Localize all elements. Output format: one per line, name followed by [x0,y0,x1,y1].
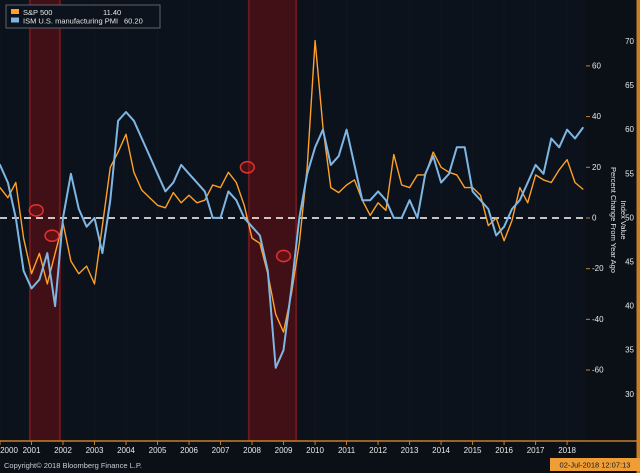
legend-value-sp500: 11.40 [103,8,121,17]
recession-bands-layer [28,0,298,441]
percent-tick-label: 60 [592,61,601,70]
recession-band [29,0,60,441]
percent-axis-ticks: 60 40 20 0 -20 -40 -60 [586,61,604,375]
index-tick-label: 55 [625,169,634,178]
index-tick-label: 45 [625,257,634,266]
legend-swatch-ism [11,17,19,23]
legend-swatch-sp500 [11,9,19,14]
percent-tick-label: 20 [592,163,601,172]
x-tick-label: 2006 [180,446,198,455]
percent-tick-label: 40 [592,112,601,121]
index-tick-label: 50 [625,213,634,222]
x-tick-label: 2000 [0,446,18,455]
x-tick-label: 2008 [243,446,261,455]
x-tick-label: 2003 [86,446,104,455]
legend-item-sp500[interactable]: S&P 500 11.40 [11,8,121,17]
recession-band [248,0,297,441]
x-tick-label: 2005 [149,446,167,455]
index-tick-label: 40 [625,302,634,311]
right-axis-index-title: Index Value [619,200,628,239]
x-tick-label: 2015 [464,446,482,455]
x-tick-label: 2009 [275,446,293,455]
legend: S&P 500 11.40 ISM U.S. manufacturing PMI… [5,4,161,29]
percent-tick-label: -60 [592,366,604,375]
index-tick-label: 70 [625,37,634,46]
annotation-ellipse [239,160,255,174]
x-tick-label: 2016 [495,446,513,455]
series-ism-pmi [0,111,584,369]
percent-tick-label: -40 [592,315,604,324]
x-tick-label: 2004 [117,446,135,455]
right-axis-spine [636,0,640,473]
x-tick-label: 2011 [338,446,356,455]
legend-label-sp500: S&P 500 [23,8,52,17]
index-tick-label: 60 [625,125,634,134]
legend-label-ism: ISM U.S. manufacturing PMI [23,17,118,26]
x-tick-label: 2010 [306,446,324,455]
x-tick-label: 2018 [558,446,576,455]
x-tick-label: 2014 [432,446,450,455]
index-tick-label: 35 [625,346,634,355]
annotation-ellipse [44,229,60,243]
x-tick-label: 2017 [527,446,545,455]
x-axis-ticks: 2000 2001 2002 2003 2004 2005 2006 2007 2008 2009… [0,441,577,455]
annotations-layer [28,160,292,263]
x-tick-label: 2012 [369,446,387,455]
legend-value-ism: 60.20 [124,17,143,26]
x-tick-label: 2001 [23,446,41,455]
right-axis-percent-title: Percent Change From Year Ago [609,167,618,273]
index-axis-ticks: 70 65 60 55 50 45 40 35 30 [625,37,634,399]
legend-box [5,4,161,29]
legend-item-ism[interactable]: ISM U.S. manufacturing PMI 60.20 [11,17,143,26]
footer: Copyright© 2018 Bloomberg Finance L.P. 0… [4,458,640,471]
percent-tick-label: 0 [592,213,597,222]
x-tick-label: 2013 [401,446,419,455]
index-tick-label: 30 [625,390,634,399]
timestamp-text: 02-Jul-2018 12:07:13 [560,461,631,470]
annotation-ellipse [28,204,44,217]
x-tick-label: 2002 [54,446,72,455]
percent-tick-label: -20 [592,264,604,273]
x-tick-label: 2007 [212,446,230,455]
index-tick-label: 65 [625,81,634,90]
copyright-text: Copyright© 2018 Bloomberg Finance L.P. [4,461,142,470]
timestamp-chip [550,458,640,471]
series-layer [0,39,584,369]
annotation-ellipse [275,249,292,263]
